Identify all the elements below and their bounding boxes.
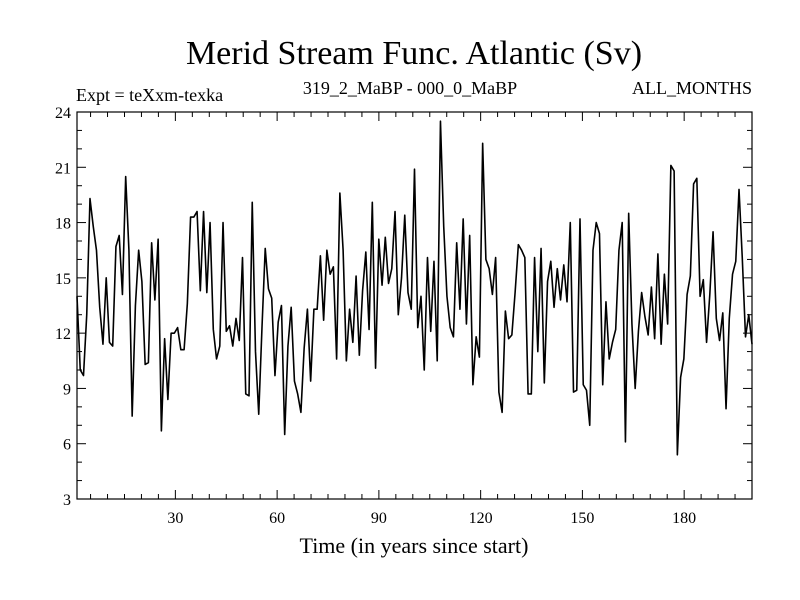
y-tick-label: 24 bbox=[55, 105, 71, 122]
y-tick-label: 21 bbox=[55, 160, 71, 177]
x-tick-label: 120 bbox=[469, 510, 493, 527]
x-axis-label: Time (in years since start) bbox=[300, 533, 529, 558]
months-label: ALL_MONTHS bbox=[632, 78, 752, 98]
y-tick-label: 12 bbox=[55, 326, 71, 343]
x-tick-label: 90 bbox=[371, 510, 387, 527]
period-label: 319_2_MaBP - 000_0_MaBP bbox=[303, 78, 517, 98]
series-line bbox=[76, 120, 753, 456]
y-tick-label: 9 bbox=[63, 381, 71, 398]
x-tick-label: 180 bbox=[672, 510, 696, 527]
expt-label: Expt = teXxm-texka bbox=[76, 85, 223, 105]
y-tick-label: 18 bbox=[55, 216, 71, 233]
x-tick-label: 60 bbox=[269, 510, 285, 527]
x-tick-label: 30 bbox=[167, 510, 183, 527]
x-tick-label: 150 bbox=[570, 510, 594, 527]
y-tick-label: 3 bbox=[63, 492, 71, 509]
chart-title: Merid Stream Func. Atlantic (Sv) bbox=[186, 35, 642, 72]
axis-tick-labels: 3 6 9 12 15 18 21 24 30 60 90 120 150 180 bbox=[55, 105, 696, 527]
y-tick-label: 6 bbox=[63, 437, 71, 454]
y-tick-label: 15 bbox=[55, 271, 71, 288]
